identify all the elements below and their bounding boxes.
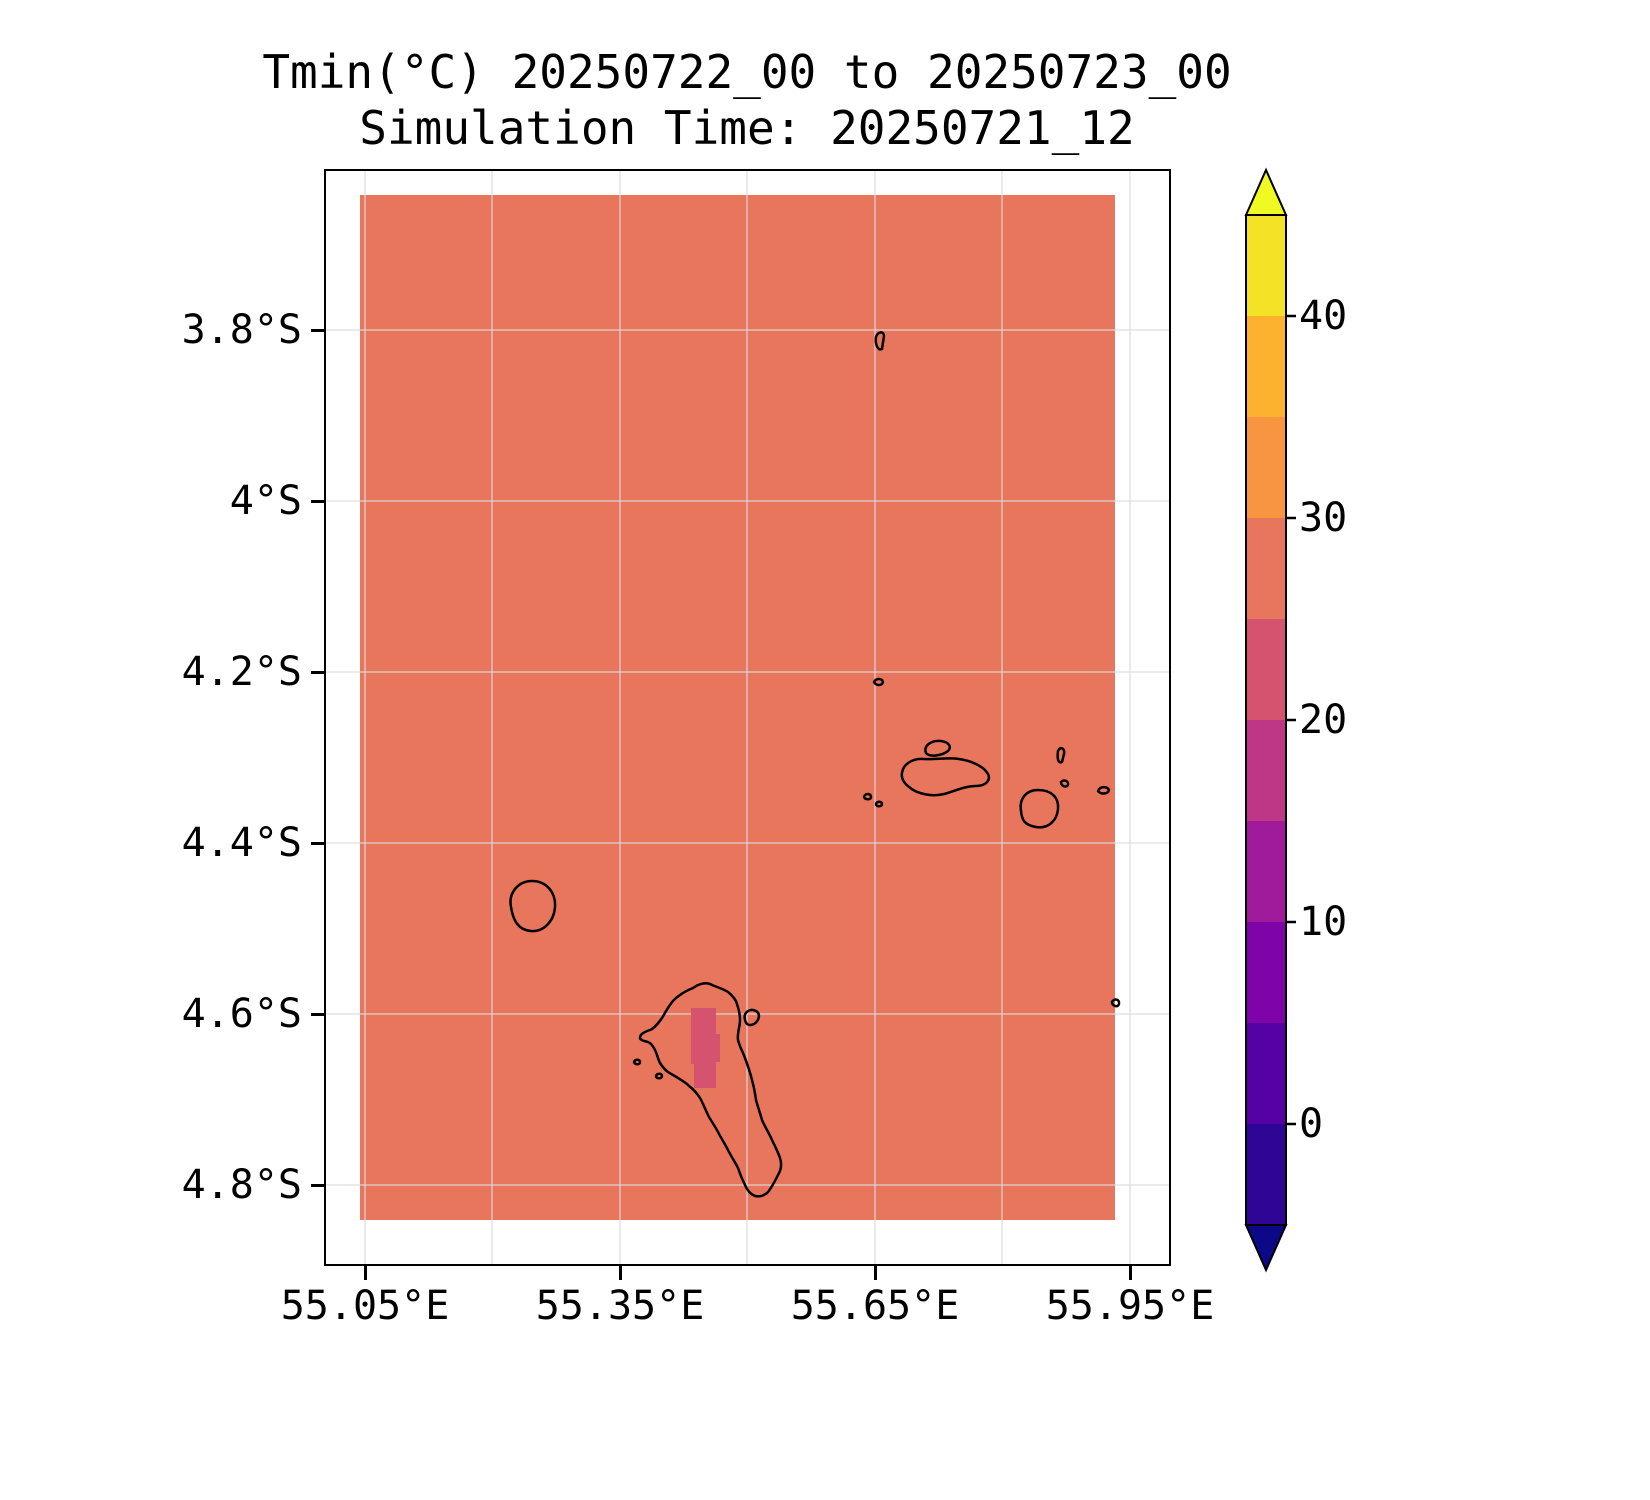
x-tick-label: 55.35°E <box>535 1283 705 1329</box>
coastline-praslin <box>900 757 991 797</box>
y-tickmark <box>311 842 325 845</box>
coastline-east-islet-3 <box>1096 785 1111 795</box>
colorbar-band <box>1246 518 1286 619</box>
colorbar-tick-label: 30 <box>1299 495 1348 541</box>
x-tick-label: 55.95°E <box>1045 1283 1215 1329</box>
coastline-west-speck-1 <box>862 792 873 801</box>
colorbar-band <box>1246 922 1286 1023</box>
coastline-mahe-islet-2 <box>654 1072 664 1080</box>
coastline-ladigue <box>1019 788 1060 829</box>
colorbar-tick-label: 20 <box>1299 697 1348 743</box>
coastline-steanne <box>743 1008 761 1027</box>
temperature-field <box>360 195 1115 1220</box>
colorbar-tick-label: 10 <box>1299 899 1348 945</box>
cool-anomaly-patch <box>691 1008 720 1088</box>
chart-subtitle: Simulation Time: 20250721_12 <box>359 101 1135 155</box>
colorbar-band <box>1246 316 1286 417</box>
coastline-mid-islet <box>872 677 885 687</box>
coastline-east-islet-2 <box>1059 779 1070 788</box>
colorbar-band <box>1246 1124 1286 1225</box>
colorbar-band <box>1246 1023 1286 1124</box>
x-tickmark <box>364 1266 367 1280</box>
x-tickmark <box>1129 1266 1132 1280</box>
coastline-curieuse <box>924 739 951 757</box>
gridlines <box>325 170 1170 1265</box>
coastline-north-islet <box>874 331 886 351</box>
y-tickmark <box>311 1013 325 1016</box>
coastline-west-speck-2 <box>874 800 884 808</box>
y-tickmark <box>311 1184 325 1187</box>
x-tick-label: 55.65°E <box>790 1283 960 1329</box>
coastline-east-islet-1 <box>1056 746 1066 764</box>
colorbar-band <box>1246 619 1286 720</box>
coastlines <box>509 331 1121 1198</box>
coastline-right-edge-islet <box>1110 998 1121 1008</box>
y-tick-label: 4°S <box>229 478 302 524</box>
colorbar-arrow-below <box>1244 1224 1288 1273</box>
colorbar <box>1244 167 1296 1273</box>
x-tickmark <box>619 1266 622 1280</box>
colorbar-band <box>1246 215 1286 316</box>
y-tickmark <box>311 329 325 332</box>
colorbar-arrow-above <box>1244 167 1288 216</box>
y-tick-label: 4.4°S <box>181 820 302 866</box>
y-tickmark <box>311 500 325 503</box>
x-tick-label: 55.05°E <box>280 1283 450 1329</box>
coastline-mahe-islet-1 <box>632 1058 642 1066</box>
colorbar-band <box>1246 821 1286 922</box>
map-plot-area <box>325 170 1170 1265</box>
y-tick-label: 4.6°S <box>181 991 302 1037</box>
coastline-silhouette <box>509 879 557 933</box>
y-tick-label: 4.2°S <box>181 649 302 695</box>
y-tick-label: 3.8°S <box>181 307 302 353</box>
y-tick-label: 4.8°S <box>181 1162 302 1208</box>
colorbar-band <box>1246 720 1286 821</box>
y-tickmark <box>311 671 325 674</box>
colorbar-tick-label: 40 <box>1299 293 1348 339</box>
colorbar-band <box>1246 417 1286 518</box>
x-tickmark <box>874 1266 877 1280</box>
coastline-mahe <box>638 982 783 1198</box>
chart-title: Tmin(°C) 20250722_00 to 20250723_00 <box>262 45 1232 99</box>
colorbar-tick-label: 0 <box>1299 1101 1324 1147</box>
